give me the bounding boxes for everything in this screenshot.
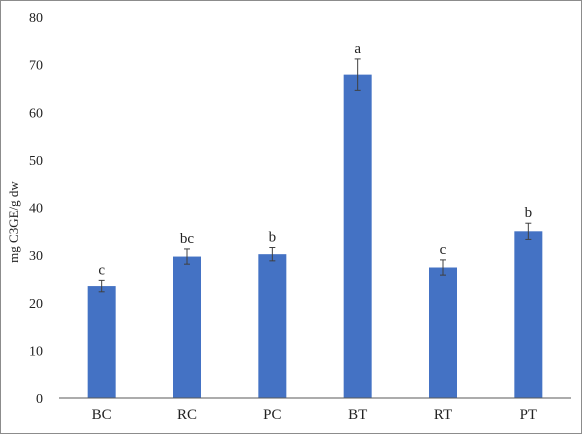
y-tick-label: 80 — [29, 11, 43, 26]
y-tick-label: 40 — [29, 202, 43, 217]
significance-label-bc: c — [98, 262, 105, 278]
y-axis-title: mg C3GE/g dw — [6, 181, 21, 263]
category-label-bt: BT — [348, 407, 367, 423]
bar-rc — [173, 256, 201, 398]
y-tick-label: 50 — [29, 154, 43, 169]
y-tick-label: 60 — [29, 106, 43, 121]
category-label-pt: PT — [520, 407, 538, 423]
y-tick-label: 30 — [29, 249, 43, 264]
category-label-rc: RC — [177, 407, 197, 423]
significance-label-pc: b — [269, 230, 277, 246]
significance-label-rt: c — [440, 242, 447, 258]
category-label-rt: RT — [434, 407, 452, 423]
category-labels: BC RC PC BT RT PT — [92, 407, 537, 423]
y-tick-label: 70 — [29, 59, 43, 74]
significance-label-rc: bc — [180, 231, 195, 247]
error-bar-pc — [269, 247, 276, 262]
bar-pc — [258, 254, 287, 398]
y-tick-label: 10 — [29, 344, 43, 359]
error-bar-rc — [184, 248, 190, 265]
y-tick-label: 20 — [29, 297, 43, 312]
bar-pt — [514, 231, 543, 398]
bar-bt — [343, 74, 372, 398]
error-bar-bc — [98, 279, 105, 293]
y-tick-label: 0 — [36, 392, 43, 407]
category-label-bc: BC — [92, 407, 112, 423]
bar-rt — [429, 267, 457, 398]
significance-label-pt: b — [525, 205, 533, 221]
significance-labels: c bc b a c b — [98, 41, 532, 278]
error-bars — [98, 58, 532, 293]
bar-bc — [87, 286, 116, 398]
error-bar-bt — [354, 58, 361, 91]
y-axis-ticks: 0 10 20 30 40 50 60 70 80 — [29, 11, 43, 407]
error-bar-rt — [440, 259, 446, 276]
category-label-pc: PC — [263, 407, 281, 423]
significance-label-bt: a — [354, 41, 361, 57]
bars — [87, 74, 543, 398]
error-bar-pt — [525, 222, 532, 240]
